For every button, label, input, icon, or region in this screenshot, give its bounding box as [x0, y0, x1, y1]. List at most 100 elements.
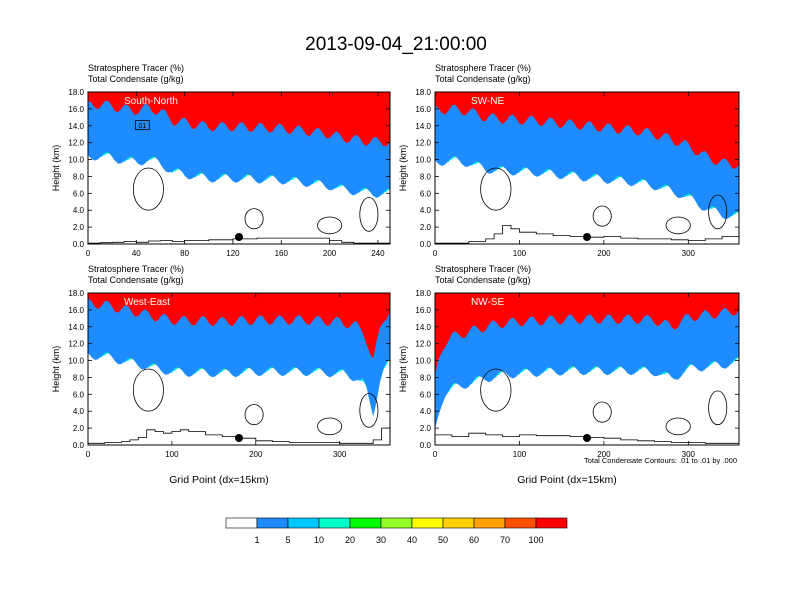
y-tick-label: 12.0 [415, 139, 431, 148]
stratosphere-tracer-max [435, 293, 739, 375]
y-tick-label: 2.0 [420, 424, 432, 433]
condensate-contour [592, 205, 612, 227]
colorbar-box [442, 517, 475, 529]
y-tick-label: 4.0 [420, 206, 432, 215]
x-tick-label: 300 [682, 249, 696, 258]
x-tick-label: 40 [132, 249, 141, 258]
stratosphere-tracer-max [88, 92, 390, 147]
y-tick-label: 8.0 [420, 172, 432, 181]
x-tick-label: 200 [323, 249, 337, 258]
condensate-contours [132, 167, 379, 235]
panel-label: NW-SE [471, 297, 504, 308]
condensate-contour [244, 208, 264, 230]
y-tick-label: 18.0 [68, 289, 84, 298]
y-tick-label: 14.0 [68, 323, 84, 332]
condensate-contour [244, 404, 264, 426]
panel-subtitle-condensate: Total Condensate (g/kg) [435, 275, 531, 285]
footnote: Total Condensate Contours: .01 to .01 by… [584, 456, 737, 465]
x-tick-label: 200 [597, 249, 611, 258]
x-axis-label: Grid Point (dx=15km) [169, 474, 269, 486]
condensate-contour [665, 417, 691, 436]
colorbar-label: 5 [285, 535, 290, 545]
x-tick-label: 0 [86, 450, 91, 459]
stratosphere-tracer-max [435, 92, 739, 169]
condensate-contour [480, 368, 512, 412]
colorbar-label: 40 [407, 535, 417, 545]
condensate-contour [132, 368, 164, 412]
condensate-contour [592, 401, 612, 423]
colorbar-box [380, 517, 413, 529]
x-tick-label: 300 [333, 450, 347, 459]
condensate-contour [708, 194, 728, 230]
y-tick-label: 10.0 [415, 357, 431, 366]
y-tick-label: 4.0 [73, 407, 85, 416]
location-marker [235, 434, 243, 442]
plot-frame [87, 292, 391, 446]
x-tick-label: 100 [513, 249, 527, 258]
figure-title: 2013-09-04_21:00:00 [305, 34, 487, 55]
stratosphere-tracer-max [88, 293, 390, 359]
panel-subtitle-tracer: Stratosphere Tracer (%) [88, 63, 184, 73]
y-tick-label: 12.0 [415, 340, 431, 349]
tracer-band-top [88, 92, 390, 147]
y-tick-label: 8.0 [420, 373, 432, 382]
location-marker [235, 233, 243, 241]
colorbar-label: 60 [469, 535, 479, 545]
colorbar-box [411, 517, 444, 529]
panel-west-east: West-East Stratosphere Tracer (%)Total Co… [51, 264, 391, 486]
panel-subtitle-condensate: Total Condensate (g/kg) [88, 275, 184, 285]
tracer-band-1 [88, 293, 390, 417]
panel-subtitle-tracer: Stratosphere Tracer (%) [435, 63, 531, 73]
y-tick-label: 2.0 [73, 424, 85, 433]
location-marker [583, 434, 591, 442]
condensate-contours [132, 368, 379, 436]
y-tick-label: 2.0 [73, 223, 85, 232]
condensate-contour [665, 216, 691, 235]
condensate-contour [317, 216, 343, 235]
y-tick-label: 6.0 [420, 390, 432, 399]
y-tick-label: 6.0 [73, 390, 85, 399]
y-axis-label: Height (km) [398, 346, 408, 393]
y-tick-label: 16.0 [415, 105, 431, 114]
x-tick-label: 0 [433, 249, 438, 258]
colorbar-label: 20 [345, 535, 355, 545]
tracer-band-top [435, 293, 739, 375]
colorbar-box [473, 517, 506, 529]
location-marker [583, 233, 591, 241]
panel-label: West-East [124, 297, 170, 308]
panel-subtitle-tracer: Stratosphere Tracer (%) [88, 264, 184, 274]
y-tick-label: 0.0 [73, 441, 85, 450]
condensate-contours [480, 368, 728, 436]
x-tick-label: 100 [513, 450, 527, 459]
contour-label: 01 [138, 123, 146, 130]
y-tick-label: 16.0 [415, 306, 431, 315]
plot-frame [434, 292, 740, 446]
colorbar-label: 1 [254, 535, 259, 545]
colorbar-box [535, 517, 568, 529]
condensate-contour [708, 390, 728, 426]
x-tick-label: 100 [165, 450, 179, 459]
terrain-line [435, 432, 739, 445]
y-tick-label: 4.0 [73, 206, 85, 215]
y-axis-label: Height (km) [51, 346, 61, 393]
y-tick-label: 12.0 [68, 340, 84, 349]
colorbar-box [318, 517, 351, 529]
x-tick-label: 200 [249, 450, 263, 459]
panel-south-north: South-North 01 Stratosphere Tracer (%)Tota… [51, 63, 391, 258]
colorbar: 1 5 10 20 30 40 50 60 70 100 [225, 517, 568, 545]
x-axis-label: Grid Point (dx=15km) [517, 474, 617, 486]
colorbar-label: 10 [314, 535, 324, 545]
colorbar-label: 70 [500, 535, 510, 545]
plot-frame [434, 91, 740, 245]
condensate-contour [480, 167, 512, 211]
y-axis-label: Height (km) [398, 145, 408, 192]
plot-frame [87, 91, 391, 245]
x-tick-label: 0 [86, 249, 91, 258]
y-tick-label: 18.0 [415, 88, 431, 97]
panel-subtitle-condensate: Total Condensate (g/kg) [88, 74, 184, 84]
colorbar-box [504, 517, 537, 529]
colorbar-label: 100 [528, 535, 543, 545]
